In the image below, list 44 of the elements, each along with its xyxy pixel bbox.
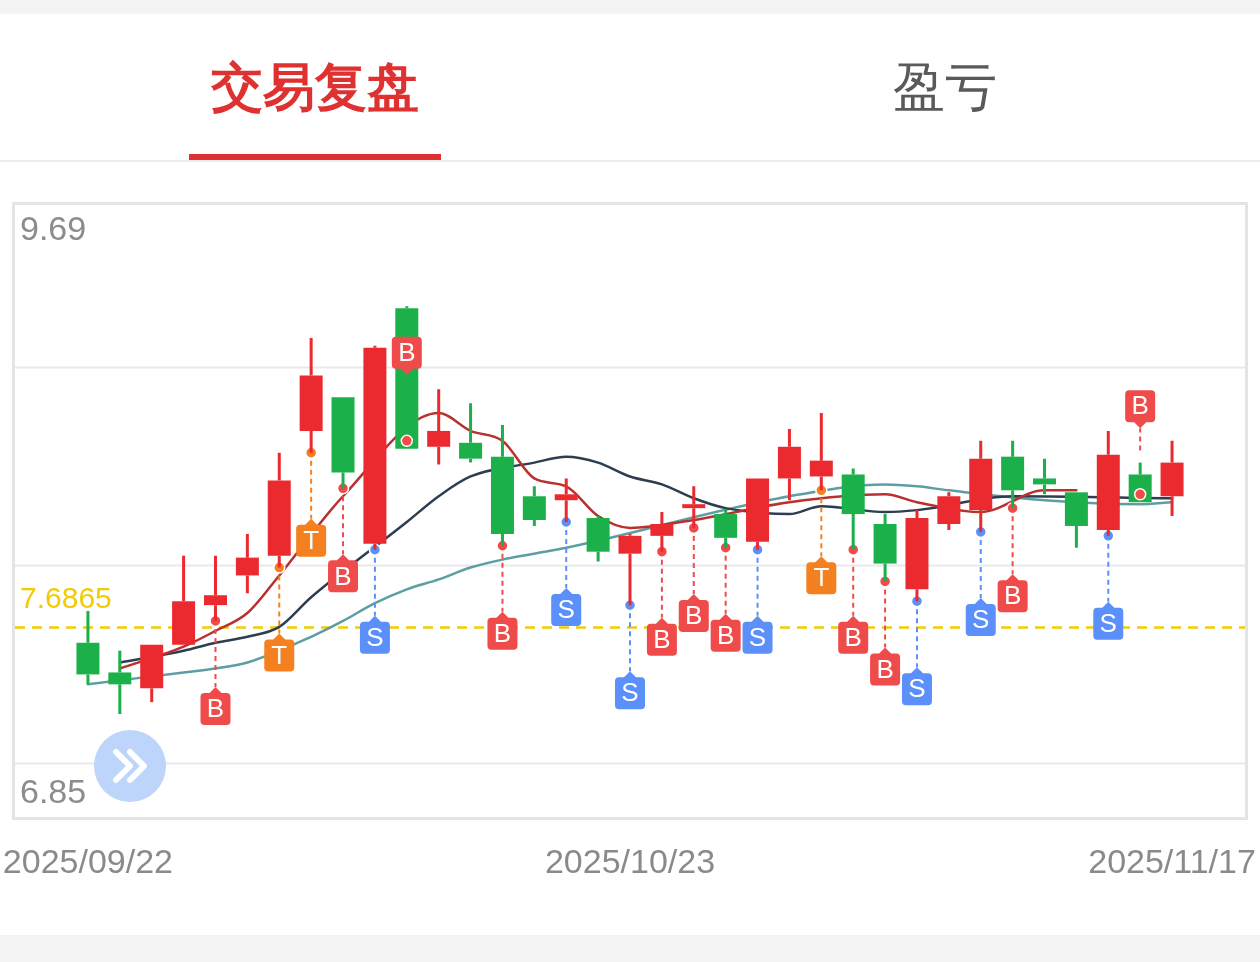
- data-label: S: [366, 621, 384, 652]
- candlestick: [459, 403, 483, 463]
- data-label: T: [813, 562, 830, 593]
- data-label: S: [748, 621, 767, 652]
- data-label: S: [1099, 608, 1117, 639]
- data-label: B: [716, 619, 735, 650]
- candlestick: [522, 486, 546, 526]
- data-label: B: [398, 337, 416, 368]
- candlestick: [108, 650, 132, 715]
- data-label: B: [844, 621, 862, 652]
- data-label: B: [876, 653, 894, 684]
- candlestick: [427, 389, 451, 465]
- candlestick: [1160, 440, 1184, 517]
- candlestick: [235, 533, 259, 594]
- data-label: B: [653, 623, 671, 654]
- candlestick: [1033, 458, 1057, 495]
- candlestick: [140, 644, 164, 704]
- data-label: S: [972, 604, 990, 635]
- x-tick-label: 2025/11/17: [1088, 841, 1256, 880]
- candlestick: [586, 516, 610, 562]
- x-tick-label: 2025/09/22: [2, 841, 174, 880]
- data-label: B: [493, 617, 512, 648]
- candlestick: [777, 428, 801, 501]
- text: 盈亏: [893, 57, 997, 117]
- data-label: T: [271, 639, 288, 670]
- data-label: B: [206, 693, 225, 724]
- x-tick-label: 2025/10/23: [544, 841, 716, 880]
- data-label: B: [1003, 580, 1022, 611]
- data-label: S: [908, 673, 926, 704]
- candlestick: [1064, 492, 1088, 548]
- candlestick: [937, 492, 961, 530]
- data-label: B: [334, 560, 352, 591]
- data-label: S: [557, 594, 575, 625]
- data-label: B: [1131, 390, 1149, 421]
- y-tick-label: 9.69: [20, 209, 87, 248]
- data-label: S: [621, 677, 639, 708]
- point: [400, 434, 414, 448]
- ref-line-label: 7.6865: [20, 580, 112, 614]
- candlestick: [172, 555, 196, 645]
- data-label: B: [685, 600, 703, 631]
- chart-title: 交易复盘: [211, 57, 419, 117]
- data-label: T: [303, 524, 320, 555]
- candlestick: [76, 611, 100, 685]
- y-tick-label: 6.85: [20, 771, 87, 810]
